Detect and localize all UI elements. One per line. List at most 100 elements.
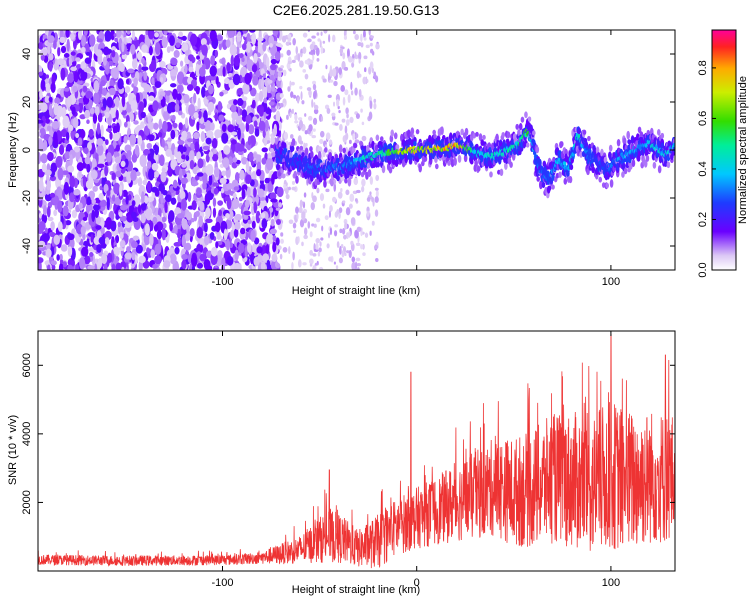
spectral-blob [302,32,308,38]
spectral-blob [110,30,115,41]
spectral-blob [311,35,316,39]
spectral-blob [106,152,112,163]
spectral-blob [132,235,140,241]
spectral-blob [91,198,96,205]
spectral-blob [371,67,375,74]
spectral-blob [568,175,573,184]
spectral-blob [46,179,51,191]
spectral-blob [120,204,127,211]
spectral-blob [342,52,346,60]
spectral-blob [161,36,168,48]
spectral-blob [562,161,567,166]
spectral-blob [281,173,286,179]
spectral-blob [482,134,486,140]
spectral-blob [139,155,147,168]
spectral-blob [169,44,175,52]
spectral-blob [322,203,326,209]
spectral-blob [42,232,50,242]
spectral-blob [577,127,582,135]
spectral-blob [54,136,58,147]
spectral-blob [107,252,113,264]
spectral-blob [111,45,116,52]
spectral-blob [106,190,111,197]
spectral-blob [256,169,262,177]
spectral-blob [153,224,159,232]
spectral-blob [143,83,151,93]
x-tick-label: -100 [211,276,233,288]
spectral-blob [212,197,217,207]
spectral-blob [319,138,324,145]
spectral-blob [356,70,360,79]
spectral-blob [274,51,281,61]
spectral-blob [247,219,252,224]
spectral-blob [160,171,167,183]
spectral-blob [563,177,568,185]
spectral-blob [270,198,278,203]
spectral-blob [242,83,250,95]
spectral-blob [339,48,344,54]
spectral-blob [75,57,81,62]
spectral-blob [71,209,78,219]
spectral-blob [501,132,506,138]
spectral-blob [104,111,110,119]
spectral-blob [350,217,356,225]
spectral-blob [362,76,367,85]
spectral-blob [315,47,320,56]
spectral-blob [267,84,271,94]
spectral-blob [291,261,294,270]
spectral-blob [149,62,156,73]
spectral-blob [154,189,160,197]
spectral-blob [435,163,439,170]
spectral-blob [226,255,234,266]
spectral-blob [338,67,343,75]
spectrogram-xlabel: Height of straight line (km) [292,285,420,297]
spectral-blob [623,167,628,175]
spectral-blob [65,131,70,141]
spectral-blob [84,255,91,265]
spectral-blob [186,138,194,143]
spectral-blob [225,39,231,48]
spectral-blob [89,107,95,115]
spectral-blob [275,218,281,225]
spectral-blob [59,36,66,43]
spectral-blob [346,113,349,119]
spectral-blob [304,130,308,135]
spectral-blob [350,81,353,91]
spectral-blob [369,230,372,236]
spectral-blob [180,99,185,104]
spectral-blob [131,251,136,261]
spectral-blob [287,34,292,39]
spectral-blob [275,207,281,211]
spectral-blob [587,135,591,142]
spectral-blob [202,172,208,185]
spectral-blob [247,124,255,135]
spectral-blob [204,235,210,246]
spectral-blob [209,65,217,77]
spectral-blob [146,247,150,255]
spectral-blob [181,154,186,160]
spectral-blob [335,265,339,270]
spectral-blob [196,121,200,132]
spectral-blob [327,232,331,239]
spectral-blob [48,136,53,147]
spectral-blob [195,86,200,95]
spectral-blob [93,204,101,211]
spectral-blob [114,37,119,42]
spectral-blob [263,87,268,99]
spectral-blob [193,92,197,104]
spectral-blob [230,54,234,67]
spectral-blob [279,102,284,108]
spectral-blob [130,43,136,55]
spectral-blob [356,210,361,216]
spectral-blob [130,112,135,123]
spectral-blob [308,115,313,121]
spectral-blob [271,151,276,158]
spectral-blob [292,222,297,229]
spectral-blob [275,110,281,124]
spectral-blob [121,41,125,53]
spectral-blob [321,225,324,232]
spectral-blob [100,124,104,137]
spectral-blob [97,163,105,168]
spectral-blob [154,255,162,265]
spectral-blob [176,93,182,101]
